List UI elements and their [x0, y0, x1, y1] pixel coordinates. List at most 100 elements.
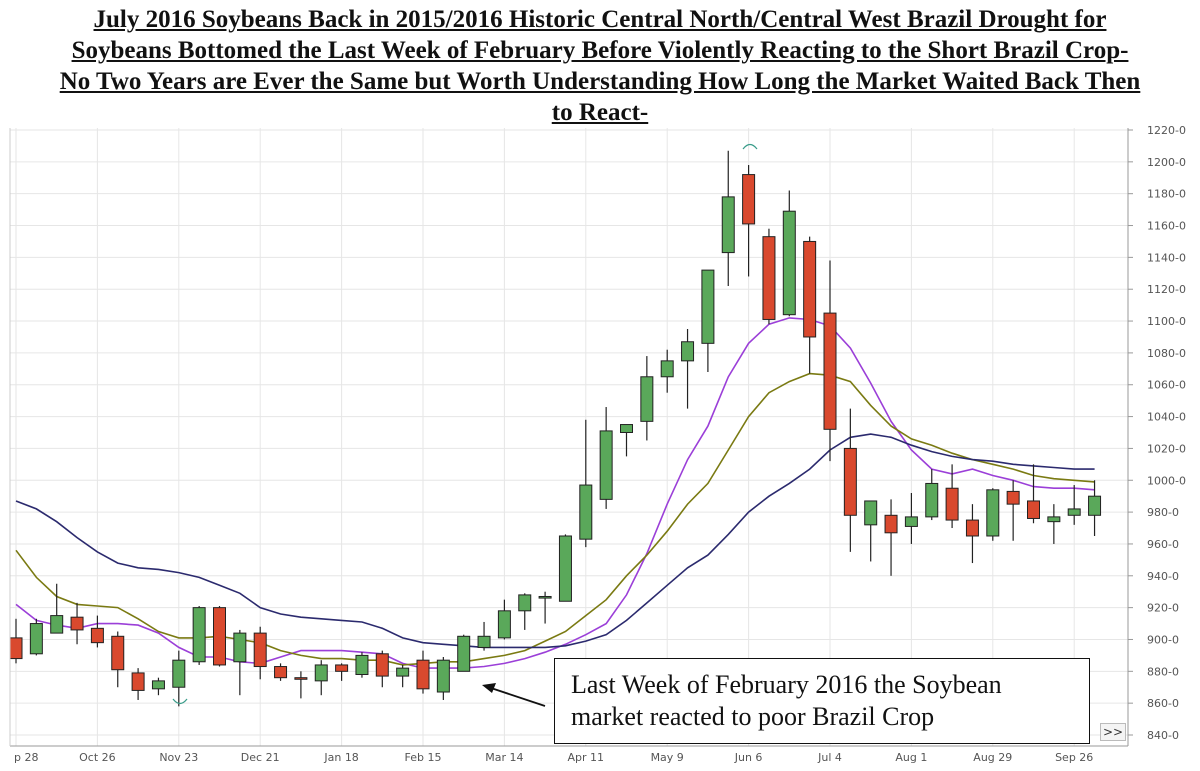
candle-body-up — [701, 269, 715, 344]
candle-body-down — [965, 519, 979, 537]
x-tick-label: Feb 15 — [405, 751, 442, 764]
y-tick-label: 1060-0 — [1147, 379, 1186, 392]
x-tick-label: Aug 1 — [895, 751, 927, 764]
candle-body-down — [945, 487, 959, 521]
candle-body-up — [558, 535, 572, 602]
y-tick-label: 1020-0 — [1147, 442, 1186, 455]
candle-body-up — [192, 607, 206, 663]
candle-body-up — [1088, 495, 1102, 516]
candle-body-up — [599, 430, 613, 500]
y-tick-label: 980-0 — [1147, 506, 1179, 519]
candle-body-down — [9, 637, 23, 660]
x-tick-label: p 28 — [14, 751, 38, 764]
x-axis-ticks: p 28 Oct 26 Nov 23 Dec 21 Jan 18 Feb 15 Mar 14… — [14, 751, 1093, 764]
candle-body-up — [640, 376, 654, 422]
candle-body-up — [620, 424, 633, 433]
candle-body-up — [864, 500, 878, 526]
candle-body-up — [904, 516, 918, 527]
y-tick-label: 960-0 — [1147, 538, 1179, 551]
y-tick-label: 1120-0 — [1147, 283, 1186, 296]
candle-body-down — [416, 659, 430, 690]
y-tick-label: 920-0 — [1147, 602, 1179, 615]
candle-body-up — [50, 615, 64, 634]
candle-body-up — [660, 360, 674, 378]
y-tick-label: 860-0 — [1147, 697, 1179, 710]
annotation-arrow — [482, 683, 546, 707]
x-tick-label: Mar 14 — [485, 751, 523, 764]
candle-body-up — [538, 595, 552, 599]
low-marker-icon — [172, 698, 188, 705]
candle-body-up — [925, 482, 939, 518]
candle-body-down — [111, 635, 125, 671]
candle-body-down — [335, 664, 349, 672]
high-marker-icon — [742, 143, 758, 150]
candle-body-up — [497, 610, 511, 639]
y-tick-label: 940-0 — [1147, 570, 1179, 583]
candle-body-up — [151, 680, 165, 690]
y-tick-label: 900-0 — [1147, 633, 1179, 646]
y-tick-label: 1140-0 — [1147, 251, 1186, 264]
y-tick-label: 1180-0 — [1147, 188, 1186, 201]
candles — [9, 150, 1102, 707]
candle-body-down — [884, 514, 898, 534]
y-tick-label: 1220-0 — [1147, 124, 1186, 137]
y-tick-label: 1100-0 — [1147, 315, 1186, 328]
candle-body-down — [90, 627, 104, 644]
x-tick-label: Dec 21 — [241, 751, 280, 764]
candle-body-up — [233, 632, 247, 663]
candle-body-down — [843, 447, 857, 516]
y-tick-label: 840-0 — [1147, 729, 1179, 742]
candle-body-down — [762, 236, 776, 320]
candle-body-up — [986, 489, 1000, 537]
candle-body-up — [1047, 516, 1061, 523]
candle-body-up — [29, 623, 43, 655]
candle-body-up — [477, 635, 491, 648]
candle-body-up — [782, 210, 796, 316]
x-tick-label: Aug 29 — [973, 751, 1012, 764]
scroll-right-button[interactable]: >> — [1100, 723, 1126, 741]
candle-body-up — [436, 659, 450, 693]
plot-background — [10, 128, 1125, 746]
x-tick-label: Jan 18 — [323, 751, 358, 764]
candle-body-down — [131, 672, 145, 691]
candle-body-up — [1067, 508, 1081, 516]
moving-average-line — [15, 433, 1095, 649]
title-line-4: to React- — [551, 99, 649, 126]
x-tick-label: May 9 — [651, 751, 684, 764]
title-line-1: July 2016 Soybeans Back in 2015/2016 His… — [93, 6, 1107, 33]
candle-body-down — [274, 666, 288, 679]
candle-body-up — [314, 664, 328, 682]
x-tick-label: Jul 4 — [817, 751, 842, 764]
x-tick-label: Oct 26 — [79, 751, 116, 764]
y-tick-label: 1000-0 — [1147, 474, 1186, 487]
candle-body-up — [721, 196, 735, 254]
y-tick-label: 1200-0 — [1147, 156, 1186, 169]
candle-body-up — [681, 341, 695, 362]
candle-body-up — [457, 635, 471, 672]
candle-body-up — [518, 594, 532, 612]
candle-body-down — [375, 653, 389, 677]
y-tick-label: 1160-0 — [1147, 220, 1186, 233]
annotation-line-1: Last Week of February 2016 the Soybean — [571, 670, 1002, 699]
candle-body-down — [253, 632, 267, 668]
candle-body-down — [1027, 500, 1040, 519]
y-axis-ticks: 1220-0 1200-0 1180-0 1160-0 1140-0 1120-0 1100… — [1128, 124, 1186, 742]
candle-body-down — [803, 240, 817, 338]
x-tick-label: Apr 11 — [568, 751, 605, 764]
y-tick-label: 1080-0 — [1147, 347, 1186, 360]
x-tick-label: Sep 26 — [1055, 751, 1093, 764]
y-tick-label: 1040-0 — [1147, 411, 1186, 424]
annotation-line-2: market reacted to poor Brazil Crop — [571, 702, 935, 731]
candle-body-up — [172, 659, 186, 688]
x-tick-label: Jun 6 — [734, 751, 763, 764]
candle-body-up — [396, 667, 410, 677]
candle-body-down — [213, 607, 226, 666]
candle-body-down — [294, 677, 308, 680]
annotation-box: Last Week of February 2016 the Soybean m… — [554, 658, 1090, 744]
candle-body-down — [1006, 490, 1020, 505]
candle-body-up — [579, 484, 593, 540]
chart-title: July 2016 Soybeans Back in 2015/2016 His… — [0, 4, 1200, 128]
candle-body-down — [742, 174, 756, 225]
title-line-2: Soybeans Bottomed the Last Week of Febru… — [71, 37, 1129, 64]
